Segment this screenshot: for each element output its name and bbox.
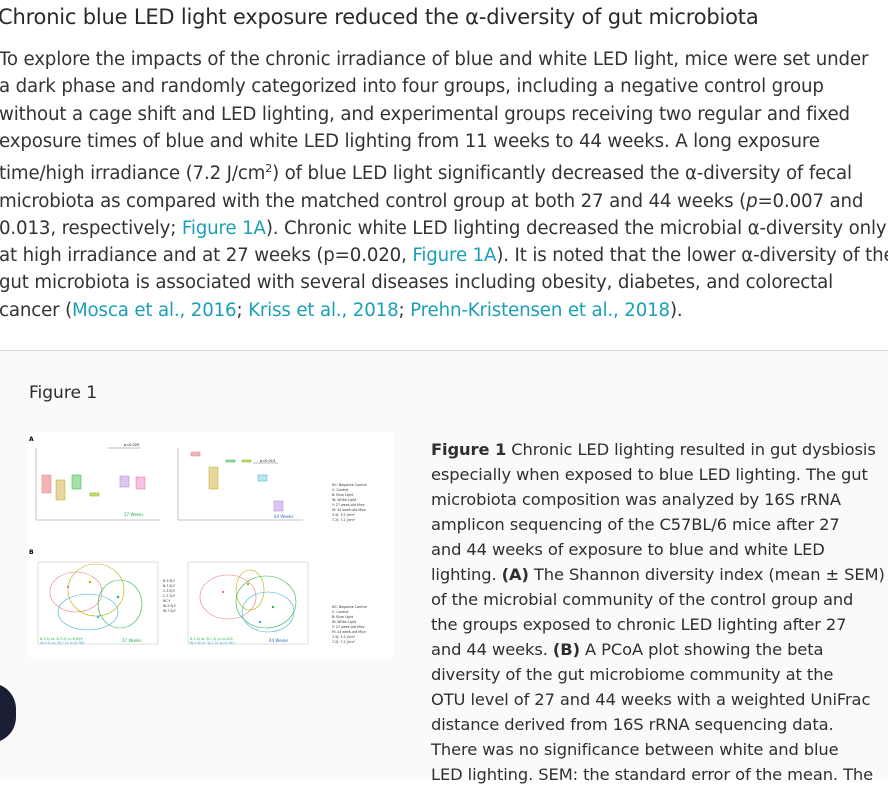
para-line: gut microbiota is associated with severa… <box>0 272 833 294</box>
svg-text:44 Weeks: 44 Weeks <box>269 638 288 643</box>
figure-legend: NC: Negative Control C: Control B: Blue … <box>332 483 367 522</box>
boxplot-27-weeks: p=0.020 27 Weeks <box>35 443 160 521</box>
pcoa-44-weeks: B-3.5J vs. B-7.2J: p=0.203 W-3.5J vs. W-… <box>187 561 309 645</box>
figure-label: Figure 1 <box>29 383 98 403</box>
svg-text:C: Control: C: Control <box>332 488 348 492</box>
figure-1-image[interactable]: A B p=0.020 27 Weeks p=0.013 44 Weeks NC… <box>28 432 393 657</box>
para-line: cancer (Mosca et al., 2016; Kriss et al.… <box>0 299 683 321</box>
section-heading: Chronic blue LED light exposure reduced … <box>0 5 759 29</box>
weeks-27-label: 27 Weeks <box>124 512 143 517</box>
svg-text:B-3.5J-Y: B-3.5J-Y <box>163 579 175 583</box>
svg-text:NC: Negative Control: NC: Negative Control <box>332 605 367 609</box>
para-line: exposure times of blue and white LED lig… <box>0 130 820 152</box>
svg-text:B-3.5J vs. B-7.2J: p=0.203: B-3.5J vs. B-7.2J: p=0.203 <box>190 637 233 641</box>
section-divider <box>0 350 888 351</box>
svg-text:C-3.5J-Y: C-3.5J-Y <box>163 589 175 593</box>
svg-text:C: Control: C: Control <box>332 610 348 614</box>
para-line: To explore the impacts of the chronic ir… <box>0 49 869 70</box>
svg-text:B: Blue Light: B: Blue Light <box>332 493 354 497</box>
svg-text:7.2J: 7.2 J/cm²: 7.2J: 7.2 J/cm² <box>332 518 356 522</box>
svg-text:W: White Light: W: White Light <box>332 498 357 502</box>
svg-text:Y: 27 week-old Mice: Y: 27 week-old Mice <box>332 503 365 507</box>
boxplot-44-weeks: p=0.013 44 Weeks <box>177 448 303 521</box>
svg-text:p=0.020: p=0.020 <box>124 443 139 447</box>
para-line: microbiota as compared with the matched … <box>0 190 864 212</box>
figure-1a-link[interactable]: Figure 1A <box>412 245 497 267</box>
svg-text:NC: Negative Control: NC: Negative Control <box>332 483 367 487</box>
caption-line: lighting. (A) The Shannon diversity inde… <box>431 565 885 584</box>
svg-text:M: 44 week-old Mice: M: 44 week-old Mice <box>332 630 366 634</box>
group-legend: B-3.5J-Y B-7.2J-Y C-3.5J-Y C-7.2J-Y NC-Y… <box>163 579 176 613</box>
caption-line: OTU level of 27 and 44 weeks with a weig… <box>431 690 871 709</box>
para-line: 0.013, respectively; Figure 1A). Chronic… <box>0 217 887 239</box>
figure-caption: Figure 1 Chronic LED lighting resulted i… <box>431 437 885 787</box>
para-line: without a cage shift and LED lighting, a… <box>0 103 850 125</box>
body-paragraph: To explore the impacts of the chronic ir… <box>0 46 888 324</box>
caption-line: microbiota composition was analyzed by 1… <box>431 490 841 509</box>
caption-line: amplicon sequencing of the C57BL/6 mice … <box>431 515 840 534</box>
svg-text:B: Blue Light: B: Blue Light <box>332 615 354 619</box>
caption-line: diversity of the gut microbiome communit… <box>431 665 834 684</box>
floating-action-button[interactable] <box>0 683 16 743</box>
weeks-44-label: 44 Weeks <box>274 514 293 519</box>
svg-text:27 Weeks: 27 Weeks <box>122 638 141 643</box>
svg-text:p=0.013: p=0.013 <box>260 459 275 463</box>
svg-text:W-3.5J-Y: W-3.5J-Y <box>163 604 176 608</box>
panel-a-letter: A <box>29 436 34 443</box>
svg-text:Y: 27 week-old Mice: Y: 27 week-old Mice <box>332 625 365 629</box>
citation-kriss-link[interactable]: Kriss et al., 2018 <box>248 299 399 321</box>
caption-line: and 44 weeks. (B) A PCoA plot showing th… <box>431 640 824 659</box>
caption-line: of the microbial community of the contro… <box>431 590 854 609</box>
svg-text:NC-Y: NC-Y <box>163 599 170 603</box>
svg-text:3.5J: 3.5 J/cm²: 3.5J: 3.5 J/cm² <box>332 635 356 639</box>
citation-prehn-link[interactable]: Prehn-Kristensen et al., 2018 <box>410 299 670 321</box>
svg-text:C-7.2J-Y: C-7.2J-Y <box>163 594 175 598</box>
figure-legend-b: NC: Negative Control C: Control B: Blue … <box>332 605 367 644</box>
svg-text:M: 44 week-old Mice: M: 44 week-old Mice <box>332 508 366 512</box>
caption-line: Figure 1 Chronic LED lighting resulted i… <box>431 440 876 459</box>
svg-text:W: White Light: W: White Light <box>332 620 357 624</box>
svg-text:W-3.5J vs. W-7.2J: p=0.183: W-3.5J vs. W-7.2J: p=0.183 <box>190 641 234 645</box>
para-line: a dark phase and randomly categorized in… <box>0 76 824 98</box>
svg-text:B-3.5J vs. B-7.2J: p=0.899: B-3.5J vs. B-7.2J: p=0.899 <box>40 637 83 641</box>
svg-text:B-7.2J-Y: B-7.2J-Y <box>163 584 175 588</box>
caption-line: There was no significance between white … <box>431 740 839 759</box>
caption-line: and 44 weeks of exposure to blue and whi… <box>431 540 825 559</box>
caption-line: distance derived from 16S rRNA sequencin… <box>431 715 834 734</box>
citation-mosca-link[interactable]: Mosca et al., 2016 <box>72 299 237 321</box>
svg-text:3.5J: 3.5 J/cm²: 3.5J: 3.5 J/cm² <box>332 513 356 517</box>
caption-line: LED lighting. SEM: the standard error of… <box>431 765 874 784</box>
svg-text:W-7.2J-Y: W-7.2J-Y <box>163 609 176 613</box>
caption-line: the groups exposed to chronic LED lighti… <box>431 615 847 634</box>
svg-text:7.2J: 7.2 J/cm²: 7.2J: 7.2 J/cm² <box>332 640 356 644</box>
pcoa-27-weeks: B-3.5J vs. B-7.2J: p=0.899 W-3.5J vs. W-… <box>37 561 159 645</box>
para-line: time/high irradiance (7.2 J/cm2) of blue… <box>0 162 852 185</box>
panel-b-letter: B <box>29 549 34 556</box>
para-line: at high irradiance and at 27 weeks (p=0.… <box>0 245 888 267</box>
figure-1a-link[interactable]: Figure 1A <box>181 217 266 239</box>
caption-line: especially when exposed to blue LED ligh… <box>431 465 868 484</box>
svg-text:W-3.5J vs. W-7.2J: p=0.780: W-3.5J vs. W-7.2J: p=0.780 <box>40 641 84 645</box>
